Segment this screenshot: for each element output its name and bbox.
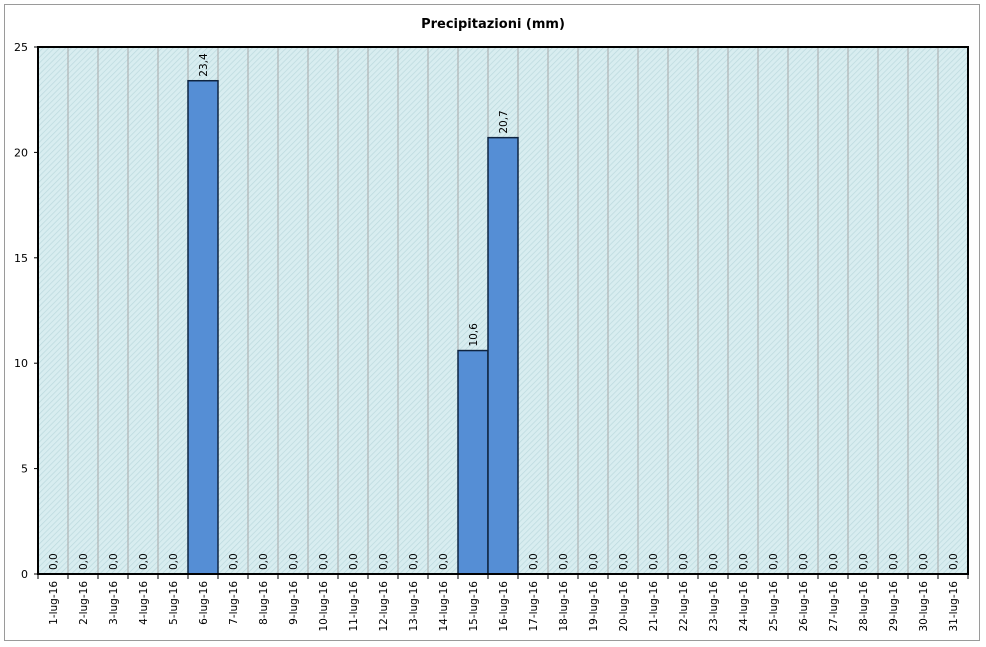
x-tick-label: 2-lug-16 bbox=[78, 581, 90, 625]
data-label: 0,0 bbox=[828, 553, 840, 570]
bar bbox=[457, 349, 489, 575]
data-label: 0,0 bbox=[588, 553, 600, 570]
data-label: 0,0 bbox=[678, 553, 690, 570]
data-label: 0,0 bbox=[48, 553, 60, 570]
data-label: 0,0 bbox=[318, 553, 330, 570]
data-label: 10,6 bbox=[468, 323, 480, 347]
x-tick-label: 31-lug-16 bbox=[948, 581, 960, 632]
x-tick-label: 9-lug-16 bbox=[288, 581, 300, 625]
y-tick-label: 20 bbox=[14, 146, 28, 159]
data-label: 0,0 bbox=[888, 553, 900, 570]
x-tick-label: 14-lug-16 bbox=[438, 581, 450, 632]
x-tick-label: 20-lug-16 bbox=[618, 581, 630, 632]
data-label: 0,0 bbox=[558, 553, 570, 570]
data-label: 0,0 bbox=[228, 553, 240, 570]
x-tick-label: 8-lug-16 bbox=[258, 581, 270, 625]
data-label: 0,0 bbox=[138, 553, 150, 570]
x-tick-label: 26-lug-16 bbox=[798, 581, 810, 632]
x-tick-label: 4-lug-16 bbox=[138, 581, 150, 625]
y-tick-label: 5 bbox=[21, 463, 28, 476]
data-label: 0,0 bbox=[258, 553, 270, 570]
x-tick-label: 5-lug-16 bbox=[168, 581, 180, 625]
x-tick-label: 15-lug-16 bbox=[468, 581, 480, 632]
data-label: 20,7 bbox=[498, 110, 510, 133]
chart-title: Precipitazioni (mm) bbox=[421, 17, 565, 32]
data-label: 0,0 bbox=[618, 553, 630, 570]
x-tick-label: 7-lug-16 bbox=[228, 581, 240, 625]
data-label: 0,0 bbox=[408, 553, 420, 570]
x-tick-label: 12-lug-16 bbox=[378, 581, 390, 632]
y-tick-label: 10 bbox=[14, 357, 28, 370]
data-label: 0,0 bbox=[378, 553, 390, 570]
x-tick-label: 29-lug-16 bbox=[888, 581, 900, 632]
data-label: 0,0 bbox=[918, 553, 930, 570]
data-label: 0,0 bbox=[108, 553, 120, 570]
x-tick-label: 16-lug-16 bbox=[498, 581, 510, 632]
x-tick-label: 27-lug-16 bbox=[828, 581, 840, 632]
y-axis: 0 5 10 15 20 25 bbox=[14, 41, 38, 581]
data-label: 0,0 bbox=[798, 553, 810, 570]
x-tick-label: 13-lug-16 bbox=[408, 581, 420, 632]
data-label: 23,4 bbox=[198, 53, 210, 77]
x-tick-label: 18-lug-16 bbox=[558, 581, 570, 632]
data-label: 0,0 bbox=[648, 553, 660, 570]
data-label: 0,0 bbox=[948, 553, 960, 570]
x-tick-label: 6-lug-16 bbox=[198, 581, 210, 625]
x-tick-label: 28-lug-16 bbox=[858, 581, 870, 632]
x-tick-label: 3-lug-16 bbox=[108, 581, 120, 625]
data-label: 0,0 bbox=[288, 553, 300, 570]
bar bbox=[187, 79, 219, 575]
x-tick-label: 25-lug-16 bbox=[768, 581, 780, 632]
data-labels: 0,0 0,0 0,0 0,0 0,0 23,4 0,0 0,0 0,0 0,0 0,0 0,0 0,0… bbox=[48, 53, 960, 570]
y-tick-label: 0 bbox=[21, 568, 28, 581]
x-tick-label: 10-lug-16 bbox=[318, 581, 330, 632]
y-tick-label: 15 bbox=[14, 252, 28, 265]
bars bbox=[187, 79, 519, 575]
x-axis: 1-lug-16 2-lug-16 3-lug-16 4-lug-16 5-lug-16… bbox=[37, 574, 969, 632]
x-tick-label: 24-lug-16 bbox=[738, 581, 750, 632]
data-label: 0,0 bbox=[168, 553, 180, 570]
x-tick-label: 21-lug-16 bbox=[648, 581, 660, 632]
data-label: 0,0 bbox=[768, 553, 780, 570]
data-label: 0,0 bbox=[738, 553, 750, 570]
x-tick-label: 23-lug-16 bbox=[708, 581, 720, 632]
data-label: 0,0 bbox=[708, 553, 720, 570]
plot-border bbox=[37, 46, 969, 575]
data-label: 0,0 bbox=[528, 553, 540, 570]
data-label: 0,0 bbox=[78, 553, 90, 570]
x-tick-label: 11-lug-16 bbox=[348, 581, 360, 632]
data-label: 0,0 bbox=[348, 553, 360, 570]
data-label: 0,0 bbox=[438, 553, 450, 570]
y-tick-label: 25 bbox=[14, 41, 28, 54]
x-tick-label: 17-lug-16 bbox=[528, 581, 540, 632]
x-tick-label: 1-lug-16 bbox=[48, 581, 60, 625]
x-tick-label: 19-lug-16 bbox=[588, 581, 600, 632]
x-tick-label: 30-lug-16 bbox=[918, 581, 930, 632]
x-tick-label: 22-lug-16 bbox=[678, 581, 690, 632]
data-label: 0,0 bbox=[858, 553, 870, 570]
bar bbox=[487, 136, 519, 575]
